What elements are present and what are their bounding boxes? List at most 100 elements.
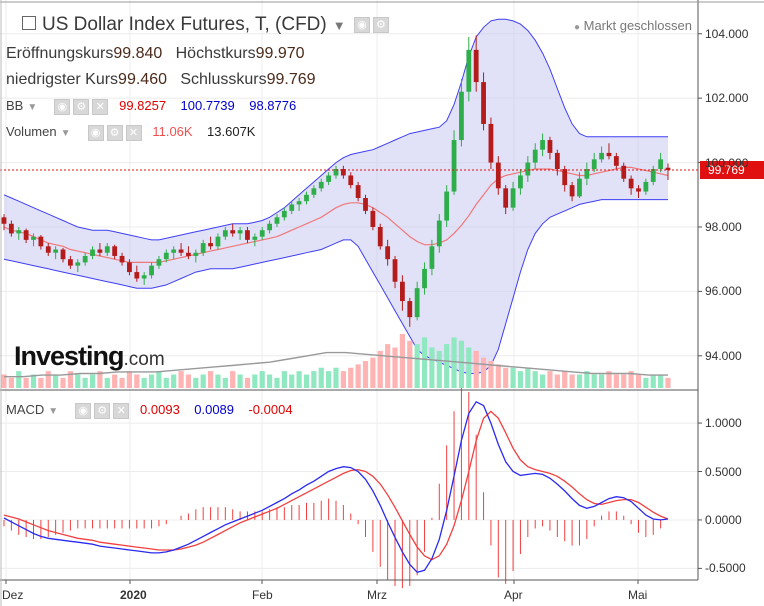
candle-body	[392, 259, 398, 282]
time-tick-label: Mrz	[367, 588, 387, 602]
time-tick-label: 2020	[120, 588, 147, 602]
volume-bar	[599, 374, 605, 388]
low-label: niedrigster Kurs	[6, 71, 119, 88]
volume-bar	[303, 374, 310, 388]
volume-bar	[178, 371, 184, 388]
volume-bar	[377, 350, 383, 388]
volume-bar	[473, 350, 479, 388]
candle-body	[127, 262, 132, 273]
visibility-icon[interactable]: ◉	[54, 98, 71, 115]
collapse-icon[interactable]	[22, 15, 36, 30]
candle-body	[414, 288, 420, 318]
candle-body	[340, 169, 346, 176]
candle-body	[304, 194, 309, 202]
visibility-icon[interactable]: ◉	[87, 124, 104, 141]
candle-body	[459, 91, 464, 141]
time-tick-label: Apr	[504, 588, 523, 602]
volume-bar	[252, 374, 258, 388]
candle-body	[90, 249, 95, 256]
last-price-tag: 99.769	[700, 161, 764, 179]
volume-bar	[606, 371, 612, 388]
gear-icon[interactable]: ⚙	[73, 98, 90, 115]
candle-body	[436, 220, 442, 247]
volume-bar	[237, 374, 243, 388]
volume-bar	[333, 367, 339, 388]
volume-bar	[421, 337, 428, 388]
close-icon[interactable]: ✕	[113, 402, 130, 419]
volume-bar	[488, 361, 494, 388]
candle-body	[370, 210, 376, 227]
bb-label: BB	[6, 98, 24, 113]
chevron-down-icon[interactable]: ▼	[27, 102, 38, 113]
time-tick-label: Mai	[628, 588, 648, 602]
candle-body	[38, 236, 44, 247]
close-icon[interactable]: ✕	[125, 124, 142, 141]
chevron-down-icon[interactable]: ▼	[60, 128, 71, 139]
price-tick-label: 104.000	[705, 26, 749, 41]
candle-body	[525, 162, 531, 176]
visibility-icon[interactable]: ◉	[75, 402, 92, 419]
volume-bar	[141, 377, 147, 388]
candle-body	[481, 82, 486, 124]
candle-body	[134, 272, 140, 279]
high-label: Höchstkurs	[175, 45, 256, 62]
candle-body	[60, 249, 66, 260]
candle-body	[281, 210, 287, 218]
candle-body	[473, 49, 479, 83]
volume-bar	[53, 374, 59, 388]
volume-bar	[643, 377, 649, 388]
volume-bar	[200, 374, 206, 388]
volume-bar	[414, 344, 420, 388]
candle-body	[149, 265, 154, 276]
candle-body	[171, 249, 177, 253]
chevron-down-icon[interactable]: ▼	[48, 406, 59, 417]
time-tick-label: Dez	[2, 588, 24, 602]
macd-line	[3, 400, 669, 574]
chart-title: US Dollar Index Futures, T, (CFD)	[42, 14, 327, 35]
bb-lower-line	[3, 199, 668, 374]
volume-bar	[244, 377, 251, 388]
volume-bar	[355, 364, 361, 388]
bb-legend[interactable]: BB ▼ ◉ ⚙ ✕ 99.8257 100.7739 98.8776	[6, 98, 296, 115]
candle-body	[318, 181, 324, 189]
candle-body	[156, 259, 162, 266]
gear-icon[interactable]: ⚙	[372, 16, 389, 33]
volume-bar	[259, 371, 265, 388]
volume-bar	[134, 374, 140, 388]
volume-bar	[628, 371, 634, 388]
volume-bar	[207, 371, 214, 388]
grid	[0, 0, 698, 580]
volume-bar	[126, 371, 133, 388]
candle-body	[245, 230, 250, 240]
close-icon[interactable]: ✕	[92, 98, 109, 115]
volume-bar	[8, 377, 14, 388]
volume-value-2: 13.607K	[207, 124, 256, 139]
volume-bar	[230, 371, 236, 388]
chevron-down-icon[interactable]: ▼	[332, 18, 346, 33]
candle-body	[650, 169, 656, 182]
status-text: Markt geschlossen	[583, 18, 692, 33]
status-dot-icon: ●	[573, 22, 580, 33]
macd-tick-label: 0.0000	[705, 512, 742, 527]
volume-bar	[112, 374, 118, 388]
volume-bar	[318, 367, 324, 388]
volume-bar	[613, 374, 619, 388]
bb-mid-value: 100.7739	[180, 98, 235, 113]
candle-body	[119, 255, 125, 263]
candle-body	[230, 230, 236, 234]
candle-body	[466, 49, 472, 92]
chart-title-row[interactable]: US Dollar Index Futures, T, (CFD) ▼ ◉ ⚙	[22, 14, 389, 36]
visibility-icon[interactable]: ◉	[353, 16, 370, 33]
bb-band-fill	[4, 19, 668, 374]
gear-icon[interactable]: ⚙	[106, 124, 123, 141]
gear-icon[interactable]: ⚙	[94, 402, 111, 419]
ohlc-row-2: niedrigster Kurs99.460 Schlusskurs99.769	[6, 71, 316, 89]
volume-bar	[466, 347, 472, 388]
macd-legend[interactable]: MACD ▼ ◉ ⚙ ✕ 0.0093 0.0089 -0.0004	[6, 402, 293, 419]
candle-body	[495, 162, 501, 189]
volume-bar	[30, 374, 37, 388]
logo-text: Investing	[14, 341, 125, 371]
volume-legend[interactable]: Volumen ▼ ◉ ⚙ ✕ 11.06K 13.607K	[6, 124, 255, 141]
candle-body	[400, 281, 405, 302]
